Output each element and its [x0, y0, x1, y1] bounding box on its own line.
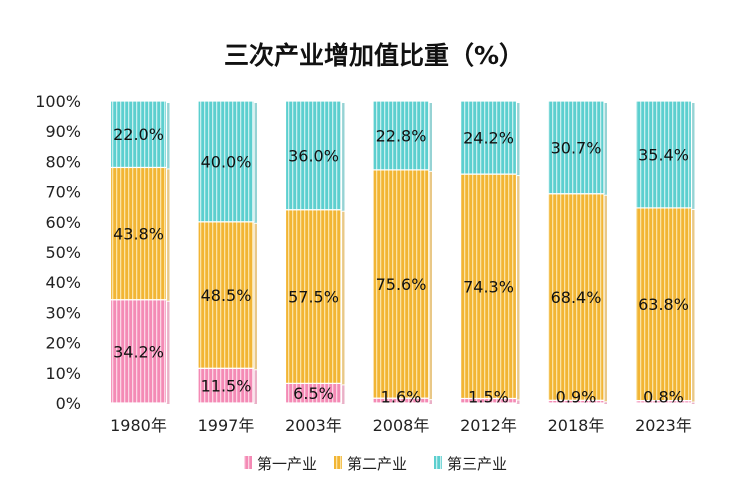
data-label: 1.5%	[468, 388, 509, 407]
y-tick-label: 10%	[45, 364, 81, 383]
bar-side-shade	[516, 400, 520, 404]
legend-label: 第三产业	[447, 455, 507, 473]
bar-side-shade	[691, 209, 695, 402]
data-label: 43.8%	[113, 225, 164, 244]
data-label: 57.5%	[288, 288, 339, 307]
data-label: 35.4%	[638, 145, 689, 164]
x-tick-label: 2003年	[285, 416, 342, 435]
bar-side-shade	[429, 103, 432, 171]
data-label: 75.6%	[376, 275, 427, 294]
legend-label: 第一产业	[257, 455, 317, 473]
bar-side-shade	[429, 171, 432, 400]
bar-segment-第三产业	[284, 100, 343, 211]
bar-segment-第三产业	[634, 100, 693, 209]
bar-side-shade	[429, 400, 432, 404]
bar-side-shade	[691, 103, 695, 209]
x-tick-label: 1997年	[198, 416, 255, 435]
bar-segment-第三产业	[372, 100, 430, 171]
data-label: 11.5%	[201, 377, 252, 396]
legend-label: 第二产业	[347, 455, 407, 473]
data-label: 24.2%	[463, 129, 514, 148]
data-label: 63.8%	[638, 295, 689, 314]
bar-segment-第二产业	[634, 207, 693, 402]
x-tick-label: 2018年	[548, 416, 605, 435]
data-label: 0.9%	[556, 388, 597, 407]
y-tick-label: 60%	[45, 213, 81, 232]
bar-side-shade	[254, 223, 257, 370]
x-tick-label: 2023年	[635, 416, 692, 435]
data-label: 22.8%	[376, 126, 427, 145]
y-tick-label: 50%	[45, 243, 81, 262]
data-label: 48.5%	[201, 286, 252, 305]
bar-side-shade	[691, 402, 695, 404]
legend-swatch	[434, 456, 442, 469]
y-tick-label: 40%	[45, 273, 81, 292]
chart-title: 三次产业增加值比重（%）	[223, 41, 525, 70]
bar-side-shade	[604, 103, 607, 195]
bar-side-shade	[341, 211, 345, 385]
data-label: 68.4%	[551, 288, 602, 307]
legend-swatch	[334, 456, 342, 469]
y-tick-label: 0%	[56, 394, 81, 413]
legend-swatch	[244, 456, 252, 469]
bar-side-shade	[516, 103, 520, 176]
bar-segment-第一产业	[109, 299, 168, 404]
bar-segment-第三产业	[197, 100, 255, 223]
data-label: 30.7%	[551, 138, 602, 157]
data-label: 34.2%	[113, 342, 164, 361]
bar-segment-第三产业	[459, 100, 518, 175]
data-label: 6.5%	[293, 384, 334, 403]
bar-side-shade	[166, 301, 170, 404]
y-tick-label: 20%	[45, 334, 81, 353]
bar-segment-第二产业	[372, 169, 430, 399]
bar-side-shade	[254, 103, 257, 223]
bar-side-shade	[166, 103, 170, 169]
bar-segment-第三产业	[109, 100, 168, 169]
bar-segment-第三产业	[547, 100, 605, 195]
bar-side-shade	[166, 169, 170, 301]
data-label: 40.0%	[201, 152, 252, 171]
bar-side-shade	[341, 103, 345, 211]
y-tick-label: 30%	[45, 303, 81, 322]
bar-side-shade	[254, 370, 257, 404]
y-tick-label: 70%	[45, 183, 81, 202]
bar-segment-第二产业	[459, 173, 518, 400]
y-tick-label: 90%	[45, 122, 81, 141]
bar-segment-第二产业	[109, 166, 168, 301]
data-label: 36.0%	[288, 146, 339, 165]
data-label: 0.8%	[643, 388, 684, 407]
y-tick-label: 80%	[45, 152, 81, 171]
bar-side-shade	[604, 402, 607, 404]
bar-segment-第二产业	[284, 209, 343, 384]
bar-segment-第二产业	[197, 221, 255, 369]
bar-segment-第一产业	[197, 367, 255, 404]
bar-side-shade	[341, 385, 345, 404]
bar-side-shade	[516, 176, 520, 400]
x-tick-label: 1980年	[110, 416, 167, 435]
data-label: 74.3%	[463, 277, 514, 296]
data-label: 22.0%	[113, 125, 164, 144]
bar-side-shade	[604, 195, 607, 402]
x-tick-label: 2008年	[373, 416, 430, 435]
data-label: 1.6%	[381, 388, 422, 407]
x-tick-label: 2012年	[460, 416, 517, 435]
y-tick-label: 100%	[35, 92, 81, 111]
